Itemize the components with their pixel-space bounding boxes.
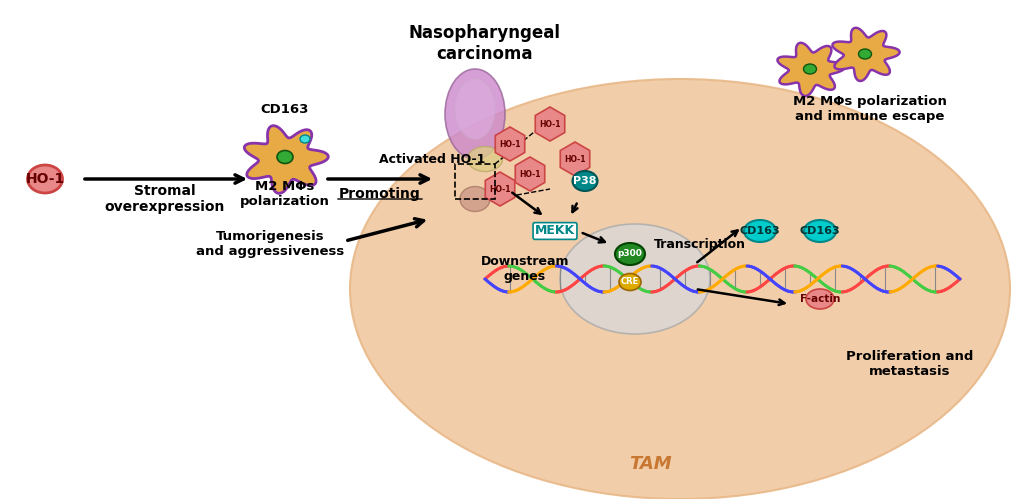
Text: Proliferation and
metastasis: Proliferation and metastasis bbox=[846, 350, 973, 378]
Ellipse shape bbox=[460, 187, 489, 212]
Polygon shape bbox=[776, 43, 844, 96]
Ellipse shape bbox=[572, 171, 597, 191]
Text: HO-1: HO-1 bbox=[539, 119, 560, 129]
Text: Nasopharyngeal
carcinoma: Nasopharyngeal carcinoma bbox=[409, 24, 560, 63]
Text: HO-1: HO-1 bbox=[498, 140, 521, 149]
Text: HO-1: HO-1 bbox=[564, 155, 585, 164]
Ellipse shape bbox=[743, 220, 775, 242]
Text: CD163: CD163 bbox=[261, 102, 309, 115]
Text: CD163: CD163 bbox=[739, 226, 780, 236]
Ellipse shape bbox=[858, 49, 870, 59]
Text: M2 MΦs polarization
and immune escape: M2 MΦs polarization and immune escape bbox=[793, 95, 946, 123]
Text: Activated HO-1: Activated HO-1 bbox=[378, 153, 484, 166]
Ellipse shape bbox=[454, 79, 494, 139]
Text: CD163: CD163 bbox=[799, 226, 840, 236]
Text: TAM: TAM bbox=[628, 455, 671, 473]
Text: Downstream
genes: Downstream genes bbox=[480, 255, 569, 283]
Text: F-actin: F-actin bbox=[799, 294, 840, 304]
Ellipse shape bbox=[559, 224, 709, 334]
Ellipse shape bbox=[803, 220, 836, 242]
Text: HO-1: HO-1 bbox=[25, 172, 64, 186]
Polygon shape bbox=[559, 142, 589, 176]
Text: HO-1: HO-1 bbox=[519, 170, 540, 179]
Ellipse shape bbox=[28, 165, 62, 193]
Polygon shape bbox=[485, 172, 515, 206]
Polygon shape bbox=[245, 126, 328, 194]
Text: Tumorigenesis
and aggressiveness: Tumorigenesis and aggressiveness bbox=[196, 230, 343, 258]
Text: p300: p300 bbox=[616, 250, 642, 258]
Text: Transcription: Transcription bbox=[653, 238, 745, 250]
Ellipse shape bbox=[277, 151, 292, 164]
Ellipse shape bbox=[467, 147, 502, 172]
Text: CRE: CRE bbox=[621, 277, 639, 286]
Ellipse shape bbox=[619, 273, 640, 290]
Polygon shape bbox=[832, 28, 899, 81]
Text: HO-1: HO-1 bbox=[489, 185, 511, 194]
Polygon shape bbox=[535, 107, 565, 141]
Polygon shape bbox=[515, 157, 544, 191]
Polygon shape bbox=[495, 127, 524, 161]
Ellipse shape bbox=[444, 69, 504, 159]
Text: M2 MΦs
polarization: M2 MΦs polarization bbox=[239, 180, 329, 208]
Text: Promoting: Promoting bbox=[338, 187, 421, 201]
Text: P38: P38 bbox=[573, 176, 596, 186]
Text: MEKK: MEKK bbox=[534, 225, 575, 238]
Ellipse shape bbox=[805, 289, 834, 309]
Ellipse shape bbox=[803, 64, 815, 74]
Ellipse shape bbox=[300, 135, 310, 143]
Text: Stromal
overexpression: Stromal overexpression bbox=[105, 184, 225, 214]
Ellipse shape bbox=[614, 243, 644, 265]
Ellipse shape bbox=[350, 79, 1009, 499]
